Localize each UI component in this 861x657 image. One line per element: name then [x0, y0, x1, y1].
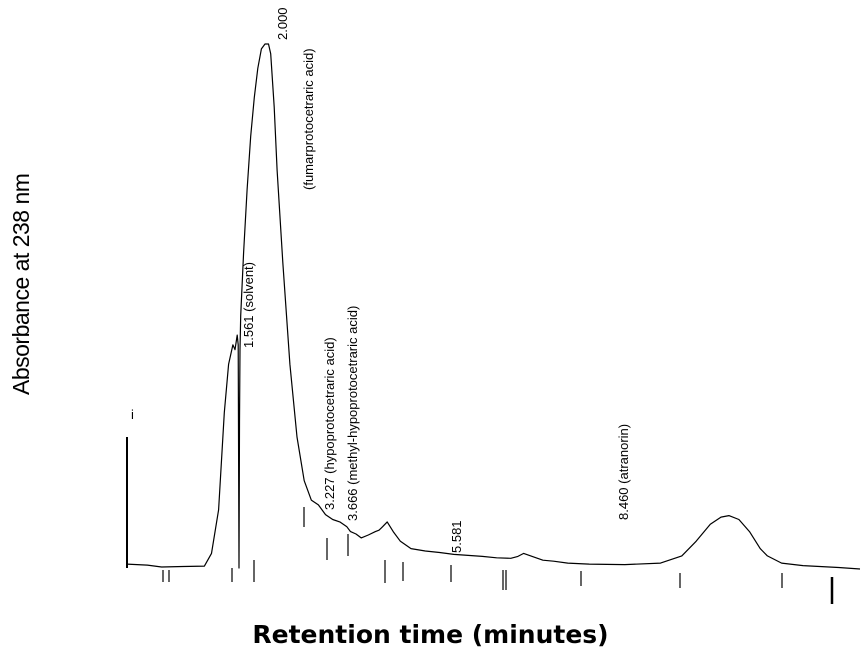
- x-axis-label: Retention time (minutes): [252, 620, 609, 649]
- peak-label-2: (fumarprotocetraric acid): [301, 48, 316, 190]
- peak-label-1: 2.000: [275, 7, 290, 40]
- peak-label-3: 3.227 (hypoprotocetraric acid): [322, 337, 337, 510]
- y-axis-label: Absorbance at 238 nm: [8, 173, 34, 395]
- peak-labels: i 1.561 (solvent) 2.000 (fumarprotocetraric…: [131, 7, 631, 553]
- chart-marks: [125, 43, 861, 604]
- chromatogram-trace-0: [125, 43, 861, 570]
- peak-label-6: 8.460 (atranorin): [616, 424, 631, 520]
- injection-marker-label: i: [131, 407, 134, 422]
- peak-label-4: 3.666 (methyl-hypoprotocetraric acid): [345, 306, 360, 521]
- peak-label-0: 1.561 (solvent): [241, 262, 256, 348]
- peak-label-5: 5.581: [449, 520, 464, 553]
